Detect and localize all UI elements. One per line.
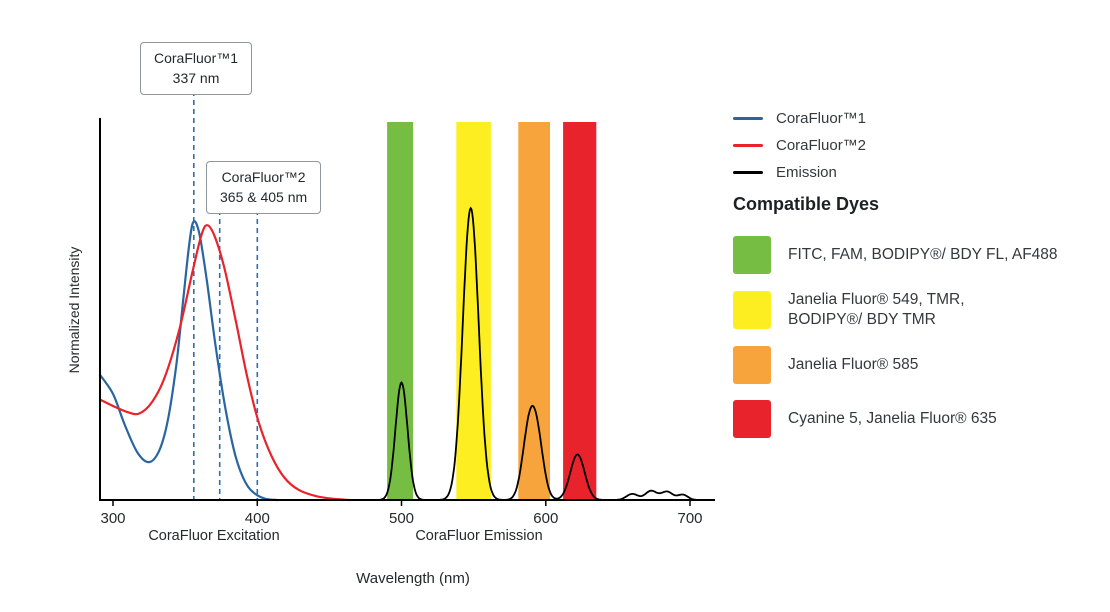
chart-legend: CoraFluor™1 CoraFluor™2 Emission — [733, 105, 866, 186]
dye-swatch-green — [733, 236, 771, 274]
spectra-chart: 300 400 500 600 700 — [98, 82, 715, 527]
x-tick-label: 500 — [389, 510, 414, 527]
legend-item-emission: Emission — [733, 159, 866, 186]
dye-swatch-red — [733, 400, 771, 439]
callout-value: 365 & 405 nm — [220, 188, 308, 205]
curve-emission — [332, 206, 708, 501]
x-tick-label: 400 — [245, 510, 270, 527]
dye-item-red: Cyanine 5, Janelia Fluor® 635 — [733, 400, 1098, 439]
legend-item-corafluor2: CoraFluor™2 — [733, 132, 866, 159]
legend-line-swatch-red — [733, 144, 763, 147]
x-tick-label: 700 — [677, 510, 702, 527]
x-tick-label: 300 — [100, 510, 125, 527]
legend-item-corafluor1: CoraFluor™1 — [733, 105, 866, 132]
compatible-dyes-panel: Compatible Dyes FITC, FAM, BODIPY®/ BDY … — [733, 194, 1098, 454]
callout-value: 337 nm — [172, 69, 220, 86]
callout-corafluor2: CoraFluor™2 365 & 405 nm — [206, 161, 322, 215]
dye-label: Cyanine 5, Janelia Fluor® 635 — [788, 410, 997, 428]
axis-note-excitation: CoraFluor Excitation — [148, 528, 280, 544]
callout-corafluor1: CoraFluor™1 337 nm — [140, 42, 253, 96]
callout-title: CoraFluor™1 — [154, 50, 239, 66]
curve-CoraFluor2-excitation — [98, 224, 351, 502]
dye-item-green: FITC, FAM, BODIPY®/ BDY FL, AF488 — [733, 236, 1098, 274]
curve-CoraFluor1-excitation — [98, 220, 279, 502]
legend-label: Emission — [776, 164, 837, 181]
dye-item-orange: Janelia Fluor® 585 — [733, 346, 1098, 385]
band-red — [563, 122, 597, 499]
x-tick-label: 600 — [533, 510, 558, 527]
dye-label: Janelia Fluor® 585 — [788, 356, 919, 374]
band-orange — [518, 122, 550, 499]
legend-line-swatch-blue — [733, 117, 763, 120]
dye-label: FITC, FAM, BODIPY®/ BDY FL, AF488 — [788, 245, 1058, 263]
dye-swatch-orange — [733, 346, 771, 385]
dye-item-yellow: Janelia Fluor® 549, TMR, BODIPY®/ BDY TM… — [733, 290, 1098, 330]
legend-line-swatch-black — [733, 171, 763, 174]
legend-label: CoraFluor™1 — [776, 110, 867, 127]
compatible-dyes-title: Compatible Dyes — [733, 194, 880, 214]
x-axis-label: Wavelength (nm) — [356, 570, 470, 587]
dye-swatch-yellow — [733, 291, 771, 330]
dye-label: Janelia Fluor® 549, TMR, BODIPY®/ BDY TM… — [788, 291, 965, 329]
axis-note-emission: CoraFluor Emission — [415, 528, 543, 544]
callout-title: CoraFluor™2 — [221, 169, 306, 185]
legend-label: CoraFluor™2 — [776, 137, 867, 154]
